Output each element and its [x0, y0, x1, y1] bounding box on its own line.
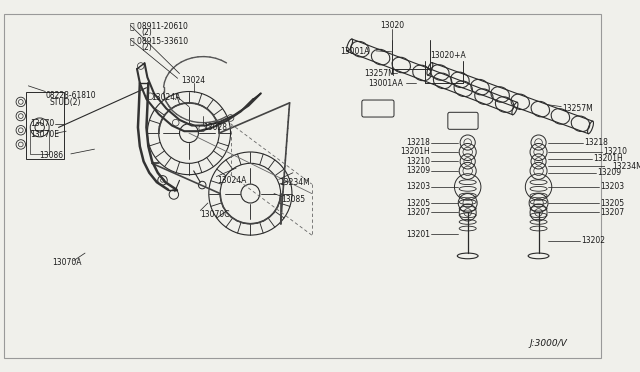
- Text: 13028: 13028: [203, 123, 227, 132]
- Text: 13201H: 13201H: [593, 154, 623, 163]
- Text: 13257M: 13257M: [562, 104, 593, 113]
- Text: 13070E: 13070E: [30, 131, 60, 140]
- Text: 13203: 13203: [600, 182, 624, 192]
- Bar: [26, 93, 64, 158]
- Text: 08228-61810: 08228-61810: [45, 91, 96, 100]
- Text: (2): (2): [141, 43, 152, 52]
- Text: STUD(2): STUD(2): [49, 98, 81, 108]
- Text: 13085: 13085: [282, 195, 306, 204]
- Text: ⓝ 08911-20610: ⓝ 08911-20610: [131, 22, 188, 31]
- Text: 13201: 13201: [406, 230, 430, 239]
- Text: 13257M: 13257M: [364, 69, 394, 78]
- Text: 13001A: 13001A: [340, 47, 369, 56]
- Text: 13024A: 13024A: [218, 176, 246, 185]
- Text: 13001AA: 13001AA: [369, 80, 403, 89]
- Text: 13205: 13205: [600, 199, 624, 208]
- Text: 13086: 13086: [40, 151, 64, 160]
- Text: 13070: 13070: [30, 119, 54, 128]
- Text: 13070A: 13070A: [52, 258, 81, 267]
- Text: 13218: 13218: [584, 138, 608, 147]
- Text: Ⓥ 08915-33610: Ⓥ 08915-33610: [131, 36, 189, 45]
- Text: 13218: 13218: [406, 138, 430, 147]
- Text: 13234M: 13234M: [279, 178, 310, 187]
- Text: 13234M: 13234M: [612, 162, 640, 171]
- Text: J:3000/V: J:3000/V: [529, 339, 567, 347]
- Text: 13210: 13210: [406, 157, 430, 166]
- Text: 13201H: 13201H: [400, 147, 430, 157]
- Text: 13209: 13209: [597, 168, 621, 177]
- Text: 13207: 13207: [600, 208, 624, 217]
- Text: 13020: 13020: [380, 21, 404, 30]
- Text: 13209: 13209: [406, 166, 430, 175]
- Text: 13070C: 13070C: [200, 210, 230, 219]
- Text: 13207: 13207: [406, 208, 430, 217]
- Text: 13024: 13024: [182, 76, 205, 85]
- Text: 13203: 13203: [406, 182, 430, 192]
- Text: 13205: 13205: [406, 199, 430, 208]
- Text: 13202: 13202: [581, 236, 605, 245]
- Bar: [30, 130, 49, 154]
- Text: 13210: 13210: [603, 147, 627, 157]
- Text: (2): (2): [141, 28, 152, 38]
- Text: 13024A: 13024A: [151, 93, 180, 102]
- Text: 13020+A: 13020+A: [430, 51, 466, 60]
